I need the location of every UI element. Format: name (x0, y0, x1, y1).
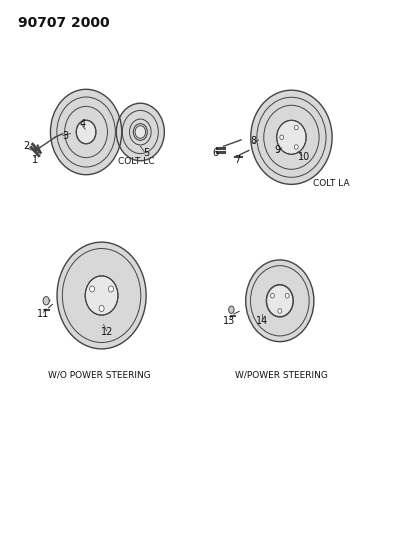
Text: 14: 14 (255, 316, 268, 326)
Text: 4: 4 (79, 119, 85, 129)
Ellipse shape (85, 276, 118, 315)
Text: 10: 10 (298, 152, 310, 162)
Text: 90707 2000: 90707 2000 (18, 16, 110, 30)
Ellipse shape (270, 293, 274, 298)
Text: W/O POWER STEERING: W/O POWER STEERING (48, 370, 151, 379)
Text: 5: 5 (143, 148, 149, 158)
Text: 7: 7 (234, 155, 240, 165)
Ellipse shape (266, 285, 293, 317)
Text: 6: 6 (212, 148, 218, 158)
Ellipse shape (57, 242, 146, 349)
Text: 13: 13 (223, 316, 235, 326)
Ellipse shape (294, 125, 298, 130)
Ellipse shape (133, 124, 147, 140)
Text: COLT LC: COLT LC (118, 157, 155, 166)
Circle shape (229, 306, 234, 313)
Ellipse shape (280, 135, 284, 140)
Text: 2: 2 (24, 141, 30, 151)
Text: 3: 3 (62, 131, 69, 141)
Ellipse shape (278, 309, 282, 313)
Circle shape (43, 296, 49, 305)
Text: 8: 8 (251, 136, 257, 146)
Text: W/POWER STEERING: W/POWER STEERING (235, 370, 328, 379)
Ellipse shape (76, 120, 96, 143)
Ellipse shape (108, 286, 114, 292)
Ellipse shape (251, 90, 332, 184)
Ellipse shape (99, 305, 104, 311)
Text: 9: 9 (275, 146, 281, 156)
Ellipse shape (285, 293, 289, 298)
Text: 1: 1 (31, 155, 38, 165)
Ellipse shape (50, 90, 122, 175)
Ellipse shape (116, 103, 164, 161)
Ellipse shape (246, 260, 314, 342)
Ellipse shape (294, 145, 298, 149)
Text: COLT LA: COLT LA (313, 179, 349, 188)
Ellipse shape (90, 286, 95, 292)
Text: 11: 11 (37, 309, 50, 319)
Ellipse shape (277, 120, 306, 155)
Text: 12: 12 (101, 327, 114, 337)
